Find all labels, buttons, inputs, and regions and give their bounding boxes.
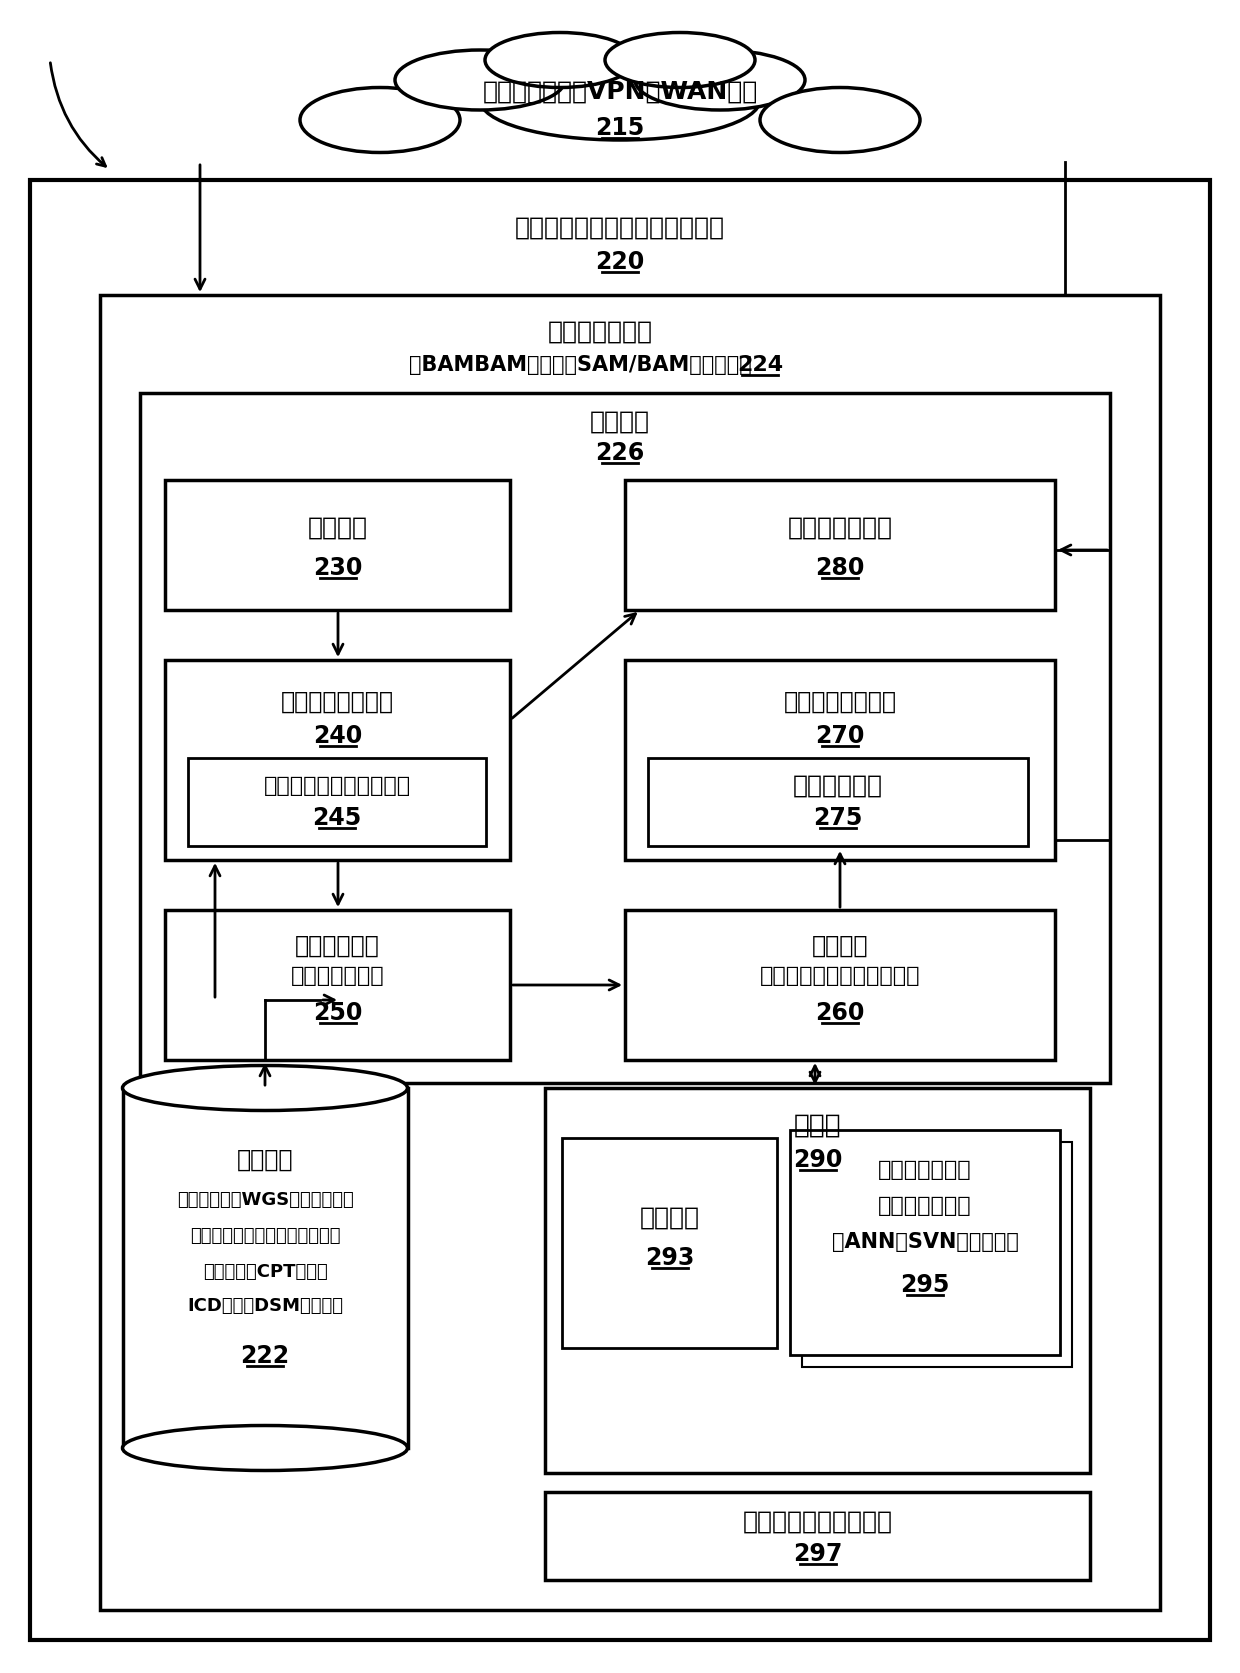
Text: 私人数据分布: 私人数据分布 — [295, 934, 379, 959]
Text: 295: 295 — [900, 1273, 950, 1297]
Ellipse shape — [300, 87, 460, 152]
Text: 结果、测试、基因组差异对象、: 结果、测试、基因组差异对象、 — [190, 1226, 340, 1245]
Text: 224: 224 — [737, 355, 784, 375]
FancyBboxPatch shape — [625, 910, 1055, 1061]
Text: 实际模型参数（权重等）: 实际模型参数（权重等） — [263, 776, 410, 796]
Text: 网络（因特网、VPN、WAN等）: 网络（因特网、VPN、WAN等） — [482, 80, 758, 104]
Text: 240: 240 — [312, 724, 362, 748]
Text: 代理模型参数: 代理模型参数 — [794, 775, 883, 798]
Text: 245: 245 — [312, 806, 362, 830]
Text: 280: 280 — [816, 555, 864, 581]
FancyBboxPatch shape — [625, 661, 1055, 860]
Text: 230: 230 — [312, 555, 362, 581]
Text: （BAMBAM服务器、SAM/BAM服务器等）: （BAMBAM服务器、SAM/BAM服务器等） — [409, 355, 751, 375]
Text: 软件指令: 软件指令 — [640, 1206, 699, 1230]
Ellipse shape — [123, 1066, 408, 1111]
Text: 代理数据: 代理数据 — [812, 934, 868, 959]
Text: （ANN、SVN、聚类等）: （ANN、SVN、聚类等） — [832, 1231, 1018, 1251]
Text: 290: 290 — [792, 1148, 842, 1173]
Text: 222: 222 — [241, 1343, 290, 1369]
Text: 270: 270 — [816, 724, 864, 748]
Ellipse shape — [760, 87, 920, 152]
Ellipse shape — [480, 60, 760, 141]
Text: 275: 275 — [813, 806, 863, 830]
Ellipse shape — [635, 50, 805, 110]
Text: 226: 226 — [595, 442, 645, 465]
Text: 训练后的实际模型: 训练后的实际模型 — [281, 689, 394, 714]
Text: 模型指令: 模型指令 — [308, 515, 367, 540]
Text: （一个或多个）: （一个或多个） — [290, 965, 384, 985]
Text: 260: 260 — [816, 1000, 864, 1026]
Text: （合成数据、显著特征等）: （合成数据、显著特征等） — [760, 965, 920, 985]
Text: 建模引擎: 建模引擎 — [590, 410, 650, 433]
Text: 293: 293 — [645, 1246, 694, 1270]
Text: （患者数据、WGS、临床数据、: （患者数据、WGS、临床数据、 — [176, 1191, 353, 1210]
Text: 蛋白质组、CPT代码、: 蛋白质组、CPT代码、 — [202, 1263, 327, 1282]
Text: （一个或多个）: （一个或多个） — [878, 1196, 972, 1216]
FancyBboxPatch shape — [546, 1492, 1090, 1579]
FancyBboxPatch shape — [625, 480, 1055, 611]
FancyBboxPatch shape — [790, 1129, 1060, 1355]
FancyBboxPatch shape — [140, 393, 1110, 1082]
FancyBboxPatch shape — [546, 1087, 1090, 1472]
FancyBboxPatch shape — [562, 1138, 777, 1348]
FancyBboxPatch shape — [165, 910, 510, 1061]
Text: 实体（医院、诊所、药房等））: 实体（医院、诊所、药房等）） — [515, 216, 725, 239]
Text: 模型相似度得分: 模型相似度得分 — [787, 515, 893, 540]
Text: 机器学习算法！: 机器学习算法！ — [878, 1159, 972, 1179]
Text: 215: 215 — [595, 115, 645, 141]
Ellipse shape — [605, 32, 755, 87]
Ellipse shape — [123, 1425, 408, 1471]
Ellipse shape — [485, 32, 635, 87]
FancyBboxPatch shape — [188, 758, 486, 847]
FancyBboxPatch shape — [30, 181, 1210, 1640]
Text: 处理器（一个或多个）: 处理器（一个或多个） — [743, 1511, 893, 1534]
Text: ICD代码、DSM代码等）: ICD代码、DSM代码等） — [187, 1297, 343, 1315]
Text: 297: 297 — [792, 1543, 842, 1566]
FancyBboxPatch shape — [649, 758, 1028, 847]
FancyBboxPatch shape — [100, 294, 1159, 1609]
FancyBboxPatch shape — [165, 661, 510, 860]
Text: 220: 220 — [595, 249, 645, 274]
Text: 250: 250 — [312, 1000, 362, 1026]
Ellipse shape — [396, 50, 565, 110]
FancyBboxPatch shape — [165, 480, 510, 611]
FancyBboxPatch shape — [802, 1143, 1073, 1367]
Text: 私人数据服务器: 私人数据服务器 — [548, 320, 652, 345]
Text: 存储器: 存储器 — [794, 1113, 841, 1139]
Text: 私人数据: 私人数据 — [237, 1148, 293, 1173]
Text: 训练后的代理模型: 训练后的代理模型 — [784, 689, 897, 714]
